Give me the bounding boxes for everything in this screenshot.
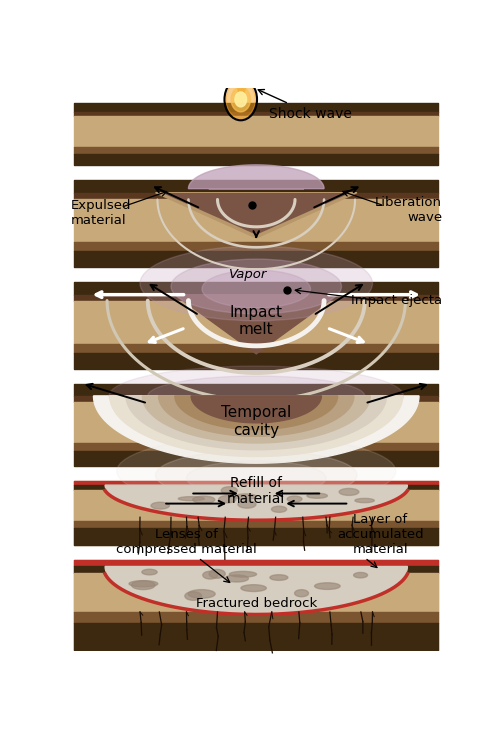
Ellipse shape bbox=[178, 496, 204, 501]
Ellipse shape bbox=[307, 493, 328, 499]
Ellipse shape bbox=[209, 569, 225, 578]
Polygon shape bbox=[105, 485, 408, 519]
Polygon shape bbox=[175, 396, 338, 429]
Ellipse shape bbox=[151, 502, 170, 509]
Ellipse shape bbox=[272, 506, 286, 512]
Text: Expulsed
material: Expulsed material bbox=[70, 199, 131, 227]
Ellipse shape bbox=[234, 494, 256, 499]
Ellipse shape bbox=[188, 590, 215, 598]
Polygon shape bbox=[110, 396, 403, 456]
Polygon shape bbox=[158, 396, 354, 437]
Text: Lenses of
compressed material: Lenses of compressed material bbox=[116, 529, 257, 556]
Ellipse shape bbox=[129, 580, 158, 587]
Ellipse shape bbox=[354, 572, 368, 578]
Ellipse shape bbox=[218, 496, 236, 503]
Polygon shape bbox=[156, 193, 357, 238]
Polygon shape bbox=[188, 165, 324, 188]
Ellipse shape bbox=[294, 590, 308, 596]
Text: Impact ejecta: Impact ejecta bbox=[351, 294, 442, 307]
Ellipse shape bbox=[241, 585, 266, 591]
Ellipse shape bbox=[132, 580, 155, 590]
Text: Liberation
wave: Liberation wave bbox=[375, 196, 442, 224]
Polygon shape bbox=[105, 566, 408, 613]
Text: Vapor: Vapor bbox=[230, 268, 268, 281]
Ellipse shape bbox=[156, 450, 357, 500]
Polygon shape bbox=[175, 295, 338, 354]
Circle shape bbox=[231, 87, 250, 112]
Circle shape bbox=[235, 92, 246, 107]
Text: Shock wave: Shock wave bbox=[258, 90, 352, 120]
Ellipse shape bbox=[355, 499, 374, 503]
Ellipse shape bbox=[225, 575, 248, 582]
Ellipse shape bbox=[339, 488, 359, 496]
Polygon shape bbox=[166, 193, 347, 234]
Polygon shape bbox=[142, 396, 370, 443]
Ellipse shape bbox=[230, 572, 256, 577]
Circle shape bbox=[226, 80, 256, 118]
Text: Fractured bedrock: Fractured bedrock bbox=[196, 597, 317, 610]
Ellipse shape bbox=[109, 366, 404, 426]
Text: Layer of
accumulated
material: Layer of accumulated material bbox=[337, 513, 424, 556]
Ellipse shape bbox=[186, 461, 326, 496]
Ellipse shape bbox=[148, 376, 365, 416]
Ellipse shape bbox=[185, 592, 202, 600]
Text: Impact
melt: Impact melt bbox=[230, 305, 283, 337]
Ellipse shape bbox=[238, 501, 256, 508]
Ellipse shape bbox=[192, 496, 215, 503]
Polygon shape bbox=[126, 396, 386, 450]
Ellipse shape bbox=[287, 496, 302, 502]
Ellipse shape bbox=[117, 437, 396, 506]
Ellipse shape bbox=[202, 270, 310, 308]
Ellipse shape bbox=[314, 583, 340, 589]
Ellipse shape bbox=[270, 575, 288, 580]
Ellipse shape bbox=[140, 246, 372, 320]
Ellipse shape bbox=[142, 569, 157, 575]
Ellipse shape bbox=[221, 487, 238, 494]
Text: Temporal
cavity: Temporal cavity bbox=[221, 405, 292, 438]
Polygon shape bbox=[191, 396, 322, 423]
Ellipse shape bbox=[203, 572, 218, 579]
Text: Refill of
material: Refill of material bbox=[227, 476, 286, 506]
Polygon shape bbox=[94, 396, 419, 464]
Ellipse shape bbox=[171, 259, 342, 314]
